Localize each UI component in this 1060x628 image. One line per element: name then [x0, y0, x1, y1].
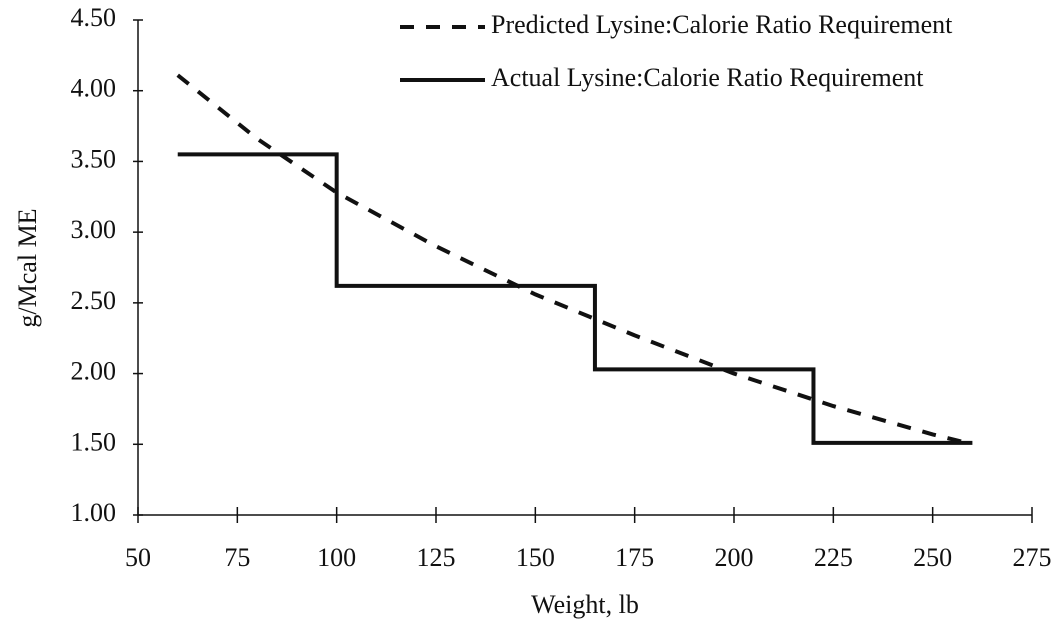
y-tick-label: 1.00	[71, 498, 117, 527]
y-tick-label: 1.50	[71, 427, 117, 456]
y-tick-label: 4.50	[71, 3, 117, 32]
x-tick-label: 100	[317, 543, 356, 572]
x-tick-label: 175	[615, 543, 654, 572]
y-tick-label: 4.00	[71, 74, 117, 103]
x-tick-label: 75	[224, 543, 250, 572]
x-tick-label: 125	[417, 543, 456, 572]
y-tick-label: 2.50	[71, 286, 117, 315]
series-line	[176, 73, 973, 447]
legend-label: Predicted Lysine:Calorie Ratio Requireme…	[491, 10, 953, 39]
legend-label: Actual Lysine:Calorie Ratio Requirement	[491, 63, 924, 92]
x-tick-label: 50	[125, 543, 151, 572]
x-tick-label: 250	[913, 543, 952, 572]
x-tick-label: 150	[516, 543, 555, 572]
y-tick-label: 2.00	[71, 357, 117, 386]
x-tick-label: 225	[814, 543, 853, 572]
x-axis-title: Weight, lb	[531, 590, 639, 619]
x-tick-label: 275	[1013, 543, 1052, 572]
y-tick-label: 3.50	[71, 144, 117, 173]
y-tick-label: 3.00	[71, 215, 117, 244]
y-axis-title: g/Mcal ME	[13, 208, 42, 327]
series-line	[177, 152, 973, 445]
x-tick-label: 200	[715, 543, 754, 572]
